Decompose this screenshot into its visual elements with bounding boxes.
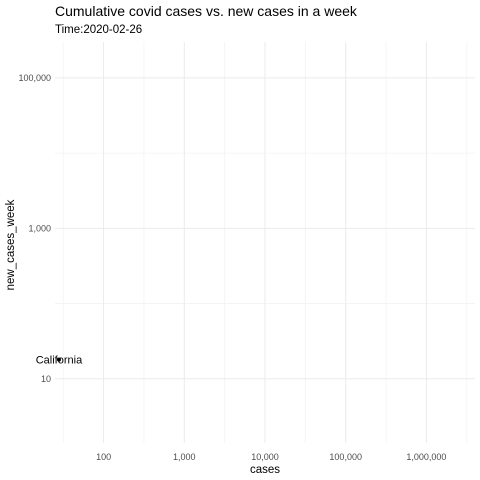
y-tick-label: 100,000 <box>18 73 51 83</box>
point-label: California <box>36 355 83 367</box>
grid <box>55 42 475 443</box>
y-tick-label: 10 <box>41 374 51 384</box>
x-axis-ticks: 100 1,000 10,000 100,000 1,000,000 <box>96 452 446 462</box>
x-axis-label: cases <box>250 464 280 476</box>
x-tick-label: 100,000 <box>329 452 362 462</box>
x-tick-label: 100 <box>96 452 111 462</box>
chart-title: Cumulative covid cases vs. new cases in … <box>55 3 358 19</box>
x-tick-label: 1,000,000 <box>406 452 446 462</box>
data-points: California <box>36 355 83 367</box>
data-point <box>56 357 61 362</box>
y-axis-label: new_cases_week <box>5 199 17 290</box>
x-tick-label: 10,000 <box>251 452 279 462</box>
y-axis-ticks: 10 1,000 100,000 <box>18 73 51 384</box>
y-tick-label: 1,000 <box>28 223 51 233</box>
x-tick-label: 1,000 <box>173 452 196 462</box>
chart-subtitle: Time:2020-02-26 <box>55 24 142 36</box>
